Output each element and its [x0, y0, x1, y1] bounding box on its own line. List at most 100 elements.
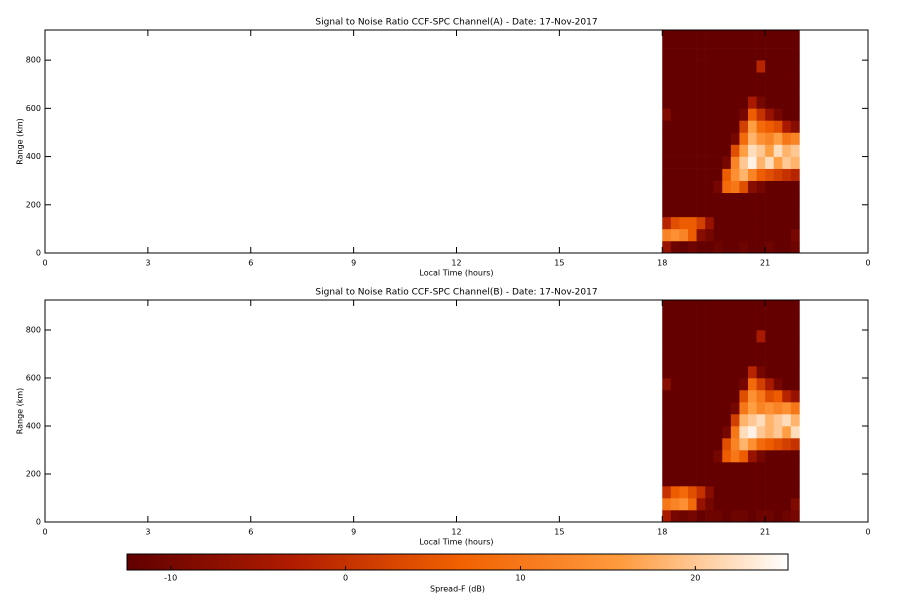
heatmap-cell — [687, 474, 697, 487]
heatmap-cell — [696, 36, 706, 49]
heatmap-cell — [739, 228, 749, 242]
heatmap-cell — [705, 156, 714, 169]
heatmap-cell — [722, 36, 732, 49]
heatmap-cell — [790, 72, 800, 85]
heatmap-cell — [765, 426, 774, 439]
heatmap-cell — [713, 318, 723, 331]
heatmap-cell — [739, 330, 749, 343]
heatmap-cell — [790, 474, 800, 487]
heatmap-cell — [713, 168, 723, 181]
heatmap-cell — [739, 240, 749, 254]
heatmap-cell — [696, 300, 706, 307]
y-tick-label: 600 — [26, 104, 41, 113]
heatmap-cell — [782, 72, 792, 85]
heatmap-cell — [662, 192, 672, 206]
heatmap-cell — [687, 318, 697, 331]
heatmap-cell — [739, 144, 749, 157]
heatmap-cell — [765, 180, 774, 194]
x-tick-label: 21 — [760, 259, 770, 268]
x-tick-label: 12 — [451, 528, 461, 537]
heatmap-cell — [739, 30, 749, 37]
heatmap-cell — [739, 156, 749, 169]
heatmap-cell — [662, 60, 672, 73]
heatmap-cell — [687, 414, 697, 427]
heatmap-cell — [739, 60, 749, 73]
heatmap-cell — [730, 414, 740, 427]
heatmap-cell — [696, 498, 706, 511]
heatmap-cell — [756, 330, 766, 343]
heatmap-cell — [773, 36, 783, 49]
heatmap-cell — [739, 450, 749, 463]
heatmap-cell — [670, 474, 680, 487]
heatmap-cell — [730, 96, 740, 109]
heatmap-cell — [773, 48, 783, 61]
heatmap-cell — [739, 192, 749, 206]
heatmap-cell — [662, 228, 672, 242]
heatmap-cell — [687, 96, 697, 109]
heatmap-cell — [705, 30, 714, 37]
heatmap-cell — [756, 180, 766, 194]
heatmap-cell — [773, 390, 783, 403]
heatmap-cell — [679, 60, 689, 73]
heatmap-cell — [670, 450, 680, 463]
heatmap-cell — [730, 216, 740, 230]
heatmap-cell — [713, 132, 723, 145]
heatmap-cell — [662, 216, 672, 230]
heatmap-cell — [696, 204, 706, 218]
heatmap-cell — [773, 318, 783, 331]
heatmap-cell — [696, 228, 706, 242]
heatmap-cell — [662, 402, 672, 415]
heatmap-cell — [722, 204, 732, 218]
x-tick-label: 0 — [865, 528, 870, 537]
heatmap-cell — [756, 510, 766, 523]
heatmap-cell — [790, 318, 800, 331]
heatmap-cell — [713, 204, 723, 218]
heatmap-cell — [756, 354, 766, 367]
heatmap-cell — [662, 510, 672, 523]
heatmap-cell — [756, 498, 766, 511]
heatmap-cell — [662, 120, 672, 133]
x-tick-label: 9 — [351, 528, 356, 537]
heatmap-cell — [687, 366, 697, 379]
heatmap-cell — [670, 306, 680, 319]
heatmap-cell — [730, 462, 740, 475]
heatmap-cell — [713, 498, 723, 511]
heatmap-cell — [713, 510, 723, 523]
heatmap-cell — [739, 378, 749, 391]
heatmap-cell — [722, 72, 732, 85]
heatmap-cell — [756, 240, 766, 254]
heatmap-cell — [747, 30, 757, 37]
heatmap-cell — [687, 240, 697, 254]
heatmap-cell — [739, 300, 749, 307]
heatmap-cell — [739, 204, 749, 218]
heatmap-cell — [687, 192, 697, 206]
heatmap-cell — [756, 72, 766, 85]
heatmap-cell — [773, 84, 783, 97]
heatmap-cell — [756, 108, 766, 121]
heatmap-cell — [670, 84, 680, 97]
heatmap-cell — [730, 390, 740, 403]
heatmap-cell — [782, 36, 792, 49]
heatmap-cell — [747, 402, 757, 415]
heatmap-cell — [782, 144, 792, 157]
heatmap-cell — [722, 366, 732, 379]
heatmap-cell — [765, 60, 774, 73]
heatmap-cell — [687, 426, 697, 439]
heatmap-cell — [790, 240, 800, 254]
heatmap-cell — [696, 414, 706, 427]
heatmap-cell — [765, 354, 774, 367]
heatmap-cell — [687, 120, 697, 133]
heatmap-cell — [790, 48, 800, 61]
y-tick-label: 800 — [26, 326, 41, 335]
heatmap-cell — [722, 144, 732, 157]
heatmap-cell — [730, 48, 740, 61]
heatmap-cell — [722, 402, 732, 415]
heatmap-cell — [765, 30, 774, 37]
heatmap-cell — [765, 318, 774, 331]
heatmap-cell — [790, 204, 800, 218]
heatmap-cell — [765, 48, 774, 61]
heatmap-cell — [679, 342, 689, 355]
heatmap-cell — [679, 378, 689, 391]
heatmap-cell — [722, 510, 732, 523]
